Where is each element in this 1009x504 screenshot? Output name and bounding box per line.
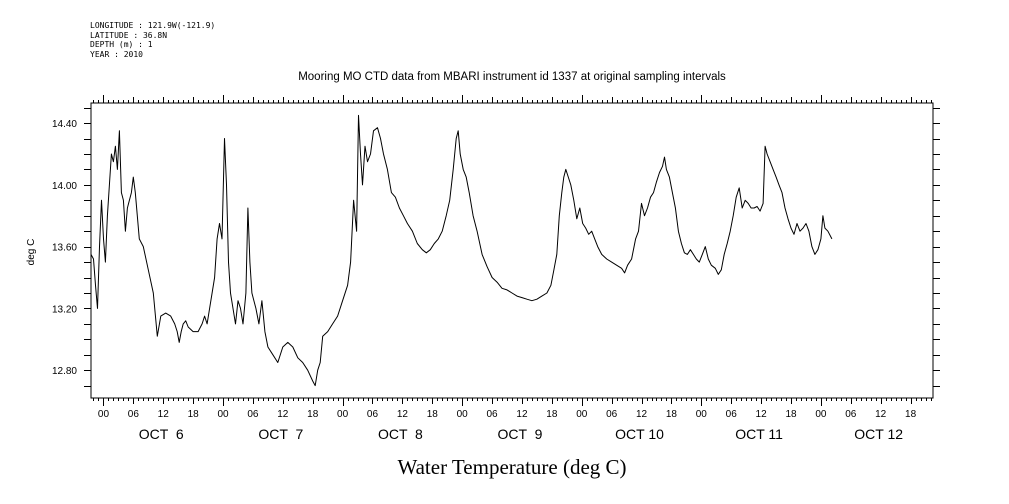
- x-day-label: OCT 9: [498, 426, 543, 442]
- x-hour-label: 06: [247, 409, 259, 420]
- x-hour-label: 12: [277, 409, 289, 420]
- series-layer: [90, 114, 833, 387]
- y-tick-label: 12.80: [52, 366, 77, 377]
- x-hour-label: 12: [636, 409, 648, 420]
- x-hour-label: 12: [875, 409, 887, 420]
- y-tick-label: 14.00: [52, 181, 77, 192]
- y-tick-label: 14.40: [52, 119, 77, 130]
- x-hour-label: 18: [427, 409, 439, 420]
- x-hour-label: 18: [188, 409, 200, 420]
- x-hour-label: 06: [367, 409, 379, 420]
- x-hour-label: 12: [158, 409, 170, 420]
- x-axis-label: Water Temperature (deg C): [397, 455, 626, 479]
- x-hour-label: 00: [337, 409, 349, 420]
- longitude-text: LONGITUDE : 121.9W(-121.9): [90, 21, 216, 30]
- x-day-label: OCT 11: [735, 426, 783, 442]
- x-hour-label: 12: [756, 409, 768, 420]
- x-hour-label: 00: [696, 409, 708, 420]
- x-hour-label: 00: [815, 409, 827, 420]
- x-day-label: OCT 10: [615, 426, 664, 442]
- x-day-label: OCT 8: [378, 426, 423, 442]
- x-hour-label: 06: [128, 409, 140, 420]
- mooring-metadata: LONGITUDE : 121.9W(-121.9) LATITUDE : 36…: [90, 21, 215, 59]
- depth-text: DEPTH (m) : 1: [90, 40, 153, 50]
- latitude-text: LATITUDE : 36.8N: [90, 30, 168, 40]
- x-hour-label: 18: [905, 409, 917, 420]
- series-line-water-temperature: [90, 114, 833, 387]
- x-hour-label: 06: [606, 409, 618, 420]
- plot-frame: [90, 102, 934, 399]
- year-text: YEAR : 2010: [90, 49, 143, 59]
- x-hour-label: 06: [845, 409, 857, 420]
- x-hour-label: 12: [516, 409, 528, 420]
- x-hour-label: 18: [666, 409, 678, 420]
- chart-title: Mooring MO CTD data from MBARI instrumen…: [298, 71, 726, 83]
- x-hour-label: 06: [487, 409, 499, 420]
- x-day-label: OCT 6: [139, 426, 184, 442]
- y-tick-label: 13.60: [52, 243, 77, 254]
- x-hour-label: 00: [217, 409, 229, 420]
- x-hour-label: 12: [397, 409, 409, 420]
- x-hour-label: 00: [98, 409, 110, 420]
- x-hour-label: 18: [546, 409, 558, 420]
- y-tick-label: 13.20: [52, 304, 77, 315]
- x-hour-label: 18: [307, 409, 319, 420]
- x-hour-label: 00: [457, 409, 469, 420]
- axes: 00 06 12 18 00 06 12 18 00 06 12 18 00 06 12 18 00 06 12 18…: [52, 95, 940, 442]
- x-hour-label: 00: [576, 409, 588, 420]
- x-day-label: OCT 12: [854, 426, 903, 442]
- x-hour-label: 06: [726, 409, 738, 420]
- x-hour-label: 18: [785, 409, 797, 420]
- y-axis-label: deg C: [26, 239, 37, 266]
- x-day-label: OCT 7: [258, 426, 303, 442]
